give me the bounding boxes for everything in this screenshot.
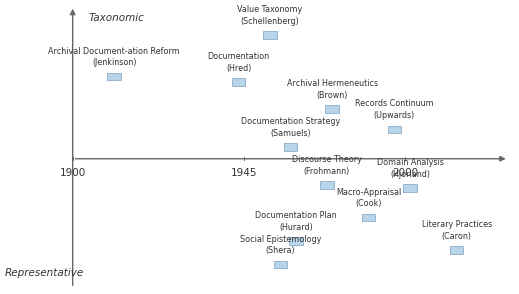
Text: Documentation Plan: Documentation Plan: [255, 211, 337, 220]
Text: Social Epistemology: Social Epistemology: [240, 235, 321, 244]
FancyBboxPatch shape: [388, 126, 401, 133]
FancyBboxPatch shape: [232, 78, 245, 86]
FancyBboxPatch shape: [320, 181, 334, 189]
Text: (Caron): (Caron): [442, 232, 472, 241]
Text: Records Continuum: Records Continuum: [355, 99, 434, 108]
Text: Archival Hermeneutics: Archival Hermeneutics: [286, 79, 378, 88]
FancyBboxPatch shape: [284, 143, 297, 151]
Text: 1900: 1900: [60, 168, 86, 178]
Text: Representative: Representative: [5, 268, 85, 278]
Text: (Brown): (Brown): [317, 91, 348, 100]
Text: Domain Analysis: Domain Analysis: [377, 158, 443, 167]
Text: (Jenkinson): (Jenkinson): [92, 58, 136, 67]
Text: Value Taxonomy: Value Taxonomy: [237, 5, 303, 14]
Text: (Upwards): (Upwards): [374, 111, 415, 120]
Text: Documentation Strategy: Documentation Strategy: [241, 117, 340, 126]
Text: (Hred): (Hred): [226, 64, 251, 73]
Text: (Schellenberg): (Schellenberg): [240, 17, 299, 26]
FancyBboxPatch shape: [289, 237, 303, 245]
Text: (Samuels): (Samuels): [270, 129, 311, 138]
Text: 2000: 2000: [392, 168, 418, 178]
Text: (Cook): (Cook): [355, 199, 382, 208]
Text: Discourse Theory: Discourse Theory: [292, 155, 362, 164]
Text: Literary Practices: Literary Practices: [421, 220, 492, 229]
Text: (Frohmann): (Frohmann): [304, 167, 350, 176]
Text: 1945: 1945: [230, 168, 257, 178]
FancyBboxPatch shape: [325, 105, 339, 113]
FancyBboxPatch shape: [263, 31, 277, 39]
FancyBboxPatch shape: [274, 261, 287, 268]
Text: (Shera): (Shera): [265, 246, 295, 255]
Text: Taxonomic: Taxonomic: [88, 13, 144, 23]
Text: Macro-Appraisal: Macro-Appraisal: [336, 188, 401, 197]
Text: (Hjorland): (Hjorland): [390, 170, 430, 179]
FancyBboxPatch shape: [362, 214, 375, 221]
Text: Archival Document-ation Reform: Archival Document-ation Reform: [48, 46, 180, 56]
FancyBboxPatch shape: [107, 73, 121, 80]
Text: Documentation: Documentation: [208, 52, 270, 61]
Text: (Hurard): (Hurard): [279, 223, 313, 232]
FancyBboxPatch shape: [403, 184, 417, 192]
FancyBboxPatch shape: [450, 246, 463, 254]
